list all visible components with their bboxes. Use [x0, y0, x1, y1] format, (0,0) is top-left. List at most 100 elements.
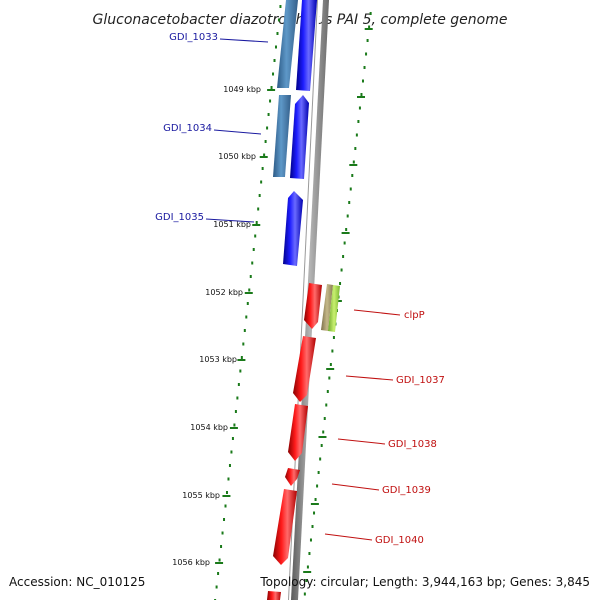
ruler-major-tick — [267, 89, 276, 91]
gene-arrow-gdi-1037 — [293, 336, 316, 402]
gene-leader-line — [219, 38, 269, 43]
ruler-dot — [272, 72, 275, 76]
ruler-dot — [225, 491, 228, 494]
ruler-dot — [355, 133, 358, 137]
gene-arrow-gdi-1034 — [290, 95, 309, 179]
ruler-dot — [245, 315, 248, 319]
gene-leader-line — [345, 375, 394, 381]
ruler-dot — [218, 558, 221, 562]
ruler-major-tick — [349, 164, 358, 166]
ruler-dot — [340, 268, 343, 272]
gene-label-reverse[interactable]: GDI_1037 — [396, 375, 445, 386]
gene-leader-line — [213, 129, 262, 135]
ruler-dot — [317, 471, 320, 474]
ruler-dot — [363, 66, 366, 69]
ruler-dot — [220, 545, 223, 548]
ruler-dot — [260, 180, 263, 184]
tick-label: 1054 kbp — [190, 423, 228, 432]
gene-leader-line — [331, 483, 380, 491]
ruler-dot — [231, 437, 234, 440]
ruler-major-tick — [364, 28, 373, 30]
ruler-dot — [360, 93, 363, 96]
gene-leader-line — [337, 438, 386, 445]
ruler-major-tick — [259, 156, 268, 158]
ruler-dot — [239, 369, 242, 373]
ruler-dot — [221, 531, 224, 535]
ruler-dot — [252, 248, 255, 251]
feature-band-lime — [328, 285, 340, 332]
ruler-major-tick — [252, 224, 261, 226]
ruler-dot — [255, 221, 258, 224]
ruler-dot — [357, 120, 360, 123]
ruler-dot — [251, 261, 254, 265]
ruler-dot — [354, 147, 357, 150]
topology-text: Topology: circular; Length: 3,944,163 bp… — [259, 575, 590, 589]
cds-band-1033 — [277, 0, 298, 88]
cds-band-1034 — [273, 95, 291, 177]
ruler-major-tick — [318, 436, 327, 438]
ruler-dot — [267, 113, 270, 116]
gene-arrow-gdi-1038 — [288, 404, 308, 461]
ruler-dot — [358, 106, 361, 110]
ruler-dot — [277, 18, 280, 22]
ruler-dot — [228, 464, 231, 467]
ruler-dot — [236, 396, 239, 400]
ruler-major-tick — [229, 427, 238, 429]
ruler-major-tick — [244, 292, 253, 294]
ruler-dot — [351, 174, 354, 177]
ruler-dot — [349, 187, 352, 191]
map-title: Gluconacetobacter diazotrophicus PAI 5, … — [93, 12, 508, 28]
ruler-dot — [322, 430, 325, 434]
ruler-dot — [332, 336, 335, 339]
ruler-dot — [308, 552, 311, 555]
ruler-dot — [270, 86, 273, 89]
ruler-dot — [326, 390, 329, 393]
ruler-dot — [313, 511, 316, 515]
ruler-dot — [223, 518, 226, 521]
ruler-track-left — [214, 5, 282, 600]
tick-label: 1049 kbp — [223, 85, 261, 94]
ruler-dot — [249, 275, 252, 278]
feature-band-khaki — [321, 284, 333, 331]
gene-label-reverse[interactable]: GDI_1038 — [388, 439, 437, 450]
ruler-dot — [254, 234, 257, 238]
gene-arrow-gdi-1033 — [296, 0, 317, 91]
ruler-dot — [264, 140, 267, 143]
ruler-dot — [331, 349, 334, 353]
tick-label: 1051 kbp — [213, 220, 251, 229]
tick-label: 1056 kbp — [172, 558, 210, 567]
ruler-dot — [269, 99, 272, 103]
ruler-dot — [237, 383, 240, 386]
gene-label-reverse[interactable]: clpP — [404, 310, 425, 321]
ruler-dot — [215, 585, 218, 589]
ruler-dot — [230, 450, 233, 454]
ruler-dot — [274, 45, 277, 49]
accession-text: Accession: NC_010125 — [9, 575, 145, 589]
gene-label-forward[interactable]: GDI_1035 — [155, 212, 204, 223]
ruler-dot — [257, 207, 260, 211]
ruler-dot — [306, 565, 309, 569]
tick-label: 1053 kbp — [199, 355, 237, 364]
gene-label-layer: GDI_1033 GDI_1034 GDI_1035 clpP GDI_1037 GDI_… — [155, 32, 445, 546]
gene-arrow-gdi-1040 — [273, 489, 297, 565]
gene-label-forward[interactable]: GDI_1034 — [163, 123, 212, 134]
ruler-dot — [342, 255, 345, 258]
gene-arrow-gdi-1039 — [285, 468, 300, 486]
ruler-major-tick — [310, 503, 319, 505]
ruler-dot — [273, 59, 276, 62]
gene-label-forward[interactable]: GDI_1033 — [169, 32, 218, 43]
gene-label-reverse[interactable]: GDI_1040 — [375, 535, 424, 546]
ruler-dot — [343, 241, 346, 245]
ruler-dot — [305, 579, 308, 582]
ruler-dot — [248, 288, 251, 292]
gene-label-reverse[interactable]: GDI_1039 — [382, 485, 431, 496]
ruler-major-tick — [303, 571, 312, 573]
ruler-dot — [320, 444, 323, 447]
ruler-dot — [233, 423, 236, 427]
gene-leader-line — [324, 533, 373, 541]
ruler-dot — [217, 572, 220, 575]
ruler-dot — [224, 504, 227, 508]
ruler-dot — [319, 457, 322, 461]
ruler-dot — [345, 228, 348, 231]
